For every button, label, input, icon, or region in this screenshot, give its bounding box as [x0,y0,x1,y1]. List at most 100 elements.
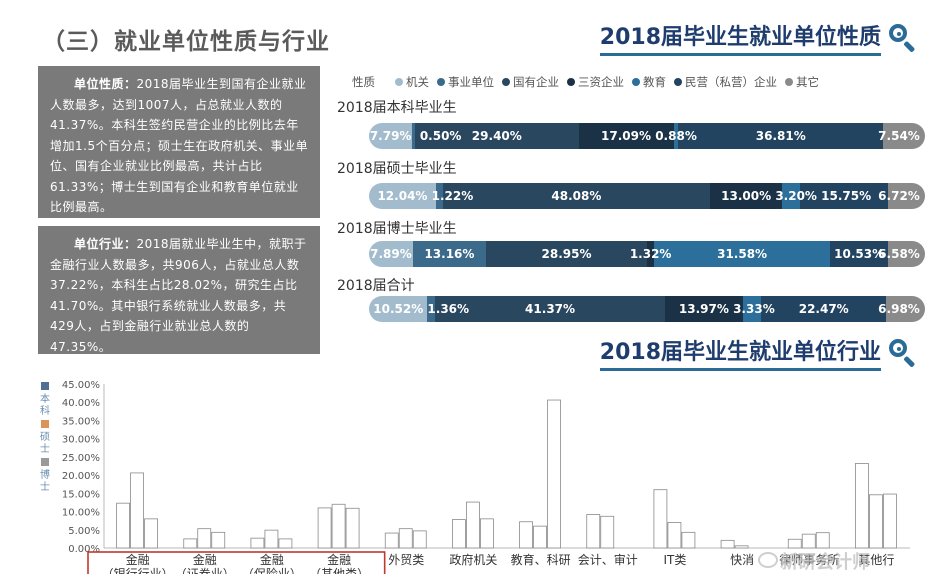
industry-bar [801,533,816,549]
legend-label: 其它 [796,75,819,89]
industry-bar [345,507,360,549]
nature-value-label: 6.72% [878,189,920,203]
legend-dot-icon [502,78,510,86]
nature-bar-segment [673,123,679,149]
industry-bar [466,501,480,549]
nature-value-label: 7.89% [370,247,412,261]
nature-bar-segment [888,241,925,267]
nature-bar-segment [435,183,443,209]
nature-bar-segment [883,123,925,149]
nature-stacked-bar [369,241,925,267]
legend-item: 教育 [632,74,666,90]
industry-bar [278,538,293,549]
nature-bar-segment [646,241,655,267]
legend-item: 三资企业 [567,74,624,90]
nature-bar-segment [761,296,887,322]
nature-bar-segment [369,183,436,209]
y-tick-label: 40.00% [62,398,100,409]
x-category-label: 会计、审计 [578,552,638,567]
legend-item: 机关 [395,74,429,90]
nature-value-label: 10.52% [373,302,424,316]
nature-bar-segment [412,241,487,267]
x-category-label: （证券业） [175,566,235,574]
nature-value-label: 31.58% [717,247,768,261]
x-category-label: IT类 [663,553,686,567]
nature-bar-labels: 12.04% 1.22% 48.08% 13.00% 3.20% 15.75% 6.72% [369,183,925,209]
legend-dot-icon [437,78,445,86]
text-box-nature-lead: 单位性质： [74,77,137,91]
nature-bar-labels: 7.79% 0.50% 29.40% 17.09% 0.88% 36.81% 7.54% [369,123,925,149]
y-tick-label: 45.00% [62,380,100,391]
legend-series-label: 硕 [40,431,50,443]
industry-bar [250,537,265,549]
legend-label: 三资企业 [578,75,624,89]
section-title-nature: 2018届毕业生就业单位性质 [599,17,917,57]
nature-value-label: 3.20% [775,189,817,203]
industry-bar [869,494,883,549]
nature-stacked-bar [369,296,925,322]
nature-value-label: 41.37% [525,302,576,316]
nature-stacked-bar [369,183,925,209]
y-tick-label: 20.00% [62,471,100,482]
legend-swatch [41,420,49,428]
highlight-box [87,551,386,574]
x-category-label: 政府机关 [449,552,497,567]
nature-value-label: 1.32% [629,247,672,261]
text-box-industry-lead: 单位行业： [74,237,137,251]
nature-bar-segment [412,123,416,149]
section-title-industry-text: 2018届毕业生就业单位行业 [599,334,881,371]
nature-value-label: 3.33% [733,302,775,316]
nature-bar-segment [369,241,413,267]
nature-value-label: 0.88% [655,129,697,143]
industry-bar [547,399,561,549]
y-tick-label: 5.00% [68,526,100,537]
nature-bar-segment [829,241,889,267]
industry-bar [815,532,830,549]
nature-bar-segment [369,296,428,322]
x-category-label: 外贸类 [388,553,424,567]
nature-value-label: 6.58% [878,247,920,261]
legend-series-label: 士 [40,480,50,493]
nature-value-label: 0.50% [419,129,462,143]
nature-value-label: 13.16% [424,247,475,261]
industry-bar [667,522,682,549]
nature-bar-segment [678,123,884,149]
nature-group-label: 2018届硕士毕业生 [337,161,457,177]
legend-item: 事业单位 [437,74,494,90]
industry-bar [264,529,279,549]
legend-series-label: 博 [40,468,50,481]
industry-bar [600,515,615,549]
nature-value-label: 48.08% [551,189,602,203]
nature-bar-labels: 10.52% 1.36% 41.37% 13.97% 3.33% 22.47% 6.98% [369,296,925,322]
x-category-label: 教育、科研 [511,552,571,567]
industry-bar [197,528,212,549]
y-tick-label: 15.00% [62,489,100,500]
nature-value-label: 1.36% [427,302,470,316]
nature-bar-segment [427,296,436,322]
industry-bar [480,518,494,549]
industry-bar [883,493,897,549]
y-tick-label: 25.00% [62,453,100,464]
wechat-icon [758,552,778,568]
nature-bar-segment [800,183,888,209]
x-category-label: （保险业） [242,566,302,574]
nature-value-label: 6.98% [878,302,920,316]
legend-series-label: 本 [40,392,50,405]
industry-bar [317,507,332,549]
legend-dot-icon [567,78,575,86]
nature-value-label: 28.95% [541,247,592,261]
legend-label: 国有企业 [513,75,559,89]
y-tick-label: 30.00% [62,435,100,446]
industry-bar [211,531,226,549]
nature-group-label: 2018届本科毕业生 [337,100,457,116]
nature-bar-segment [887,183,925,209]
legend-swatch [41,458,49,466]
legend-dot-icon [395,78,403,86]
industry-bar [653,489,668,549]
nature-value-label: 22.47% [798,302,849,316]
nature-bar-segment [435,296,666,322]
x-category-label: 其他行 [858,553,894,567]
x-category-label: 快消 [730,553,754,567]
industry-bar [533,525,547,549]
